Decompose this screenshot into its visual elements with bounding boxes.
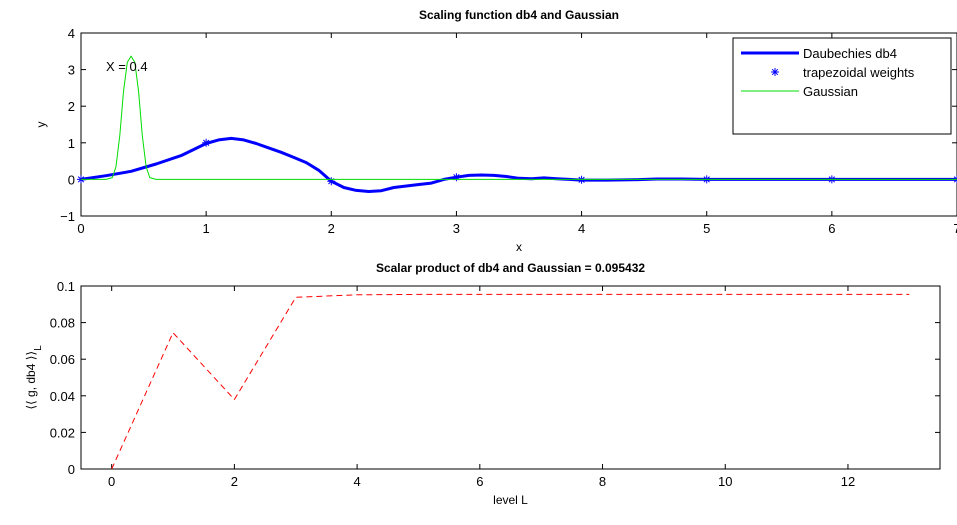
y-tick-label: 0.1 [57,279,75,294]
y-tick-label: 3 [68,63,75,78]
x-tick-label: 3 [453,221,460,236]
x-tick-label: 4 [353,474,360,489]
trapezoidal-weight-marker [327,177,336,186]
y-tick-label: 0.04 [50,389,75,404]
y-tick-label: 2 [68,99,75,114]
x-tick-label: 10 [718,474,732,489]
x-axis-label: level L [493,493,528,507]
gaussian-line [81,55,957,180]
annotation-label: X = 0.4 [106,59,148,74]
y-tick-label: 1 [68,136,75,151]
y-tick-label: 0.02 [50,425,75,440]
y-axis-label: ⟨⟨ g, db4 ⟩⟩L [24,345,44,410]
legend-marker [771,68,779,76]
x-tick-label: 6 [476,474,483,489]
y-tick-label: 0 [68,462,75,477]
x-tick-label: 7 [953,221,957,236]
legend-label: trapezoidal weights [803,65,915,80]
y-tick-label: 0.08 [50,316,75,331]
x-tick-label: 0 [77,221,84,236]
x-tick-label: 8 [599,474,606,489]
x-tick-label: 6 [828,221,835,236]
bottom-plot: 0 2 4 6 8 10 12 0 0.02 0.04 0.06 0.08 0.1 Scalar prod… [24,261,941,507]
x-axis-label: x [516,240,522,254]
y-tick-label: −1 [60,209,75,224]
plot-frame [80,285,941,470]
chart-title: Scaling function db4 and Gaussian [419,8,619,22]
y-tick-label: 0.06 [50,352,75,367]
trapezoidal-weight-marker [452,173,461,182]
trapezoidal-weight-marker [202,138,211,147]
legend-label: Gaussian [803,84,858,99]
x-tick-label: 2 [328,221,335,236]
y-axis-label-subscript: L [33,345,44,351]
y-axis-label: y [34,122,48,128]
x-tick-label: 2 [231,474,238,489]
chart-title: Scalar product of db4 and Gaussian = 0.0… [376,261,645,275]
scalar-product-line [111,293,910,470]
y-tick-label: 0 [68,172,75,187]
x-tick-label: 0 [108,474,115,489]
db4-line [80,136,957,193]
x-tick-label: 1 [203,221,210,236]
x-tick-label: 4 [578,221,585,236]
y-tick-label: 4 [68,26,75,41]
legend-label: Daubechies db4 [803,46,897,61]
x-tick-label: 5 [703,221,710,236]
x-tick-label: 12 [841,474,855,489]
